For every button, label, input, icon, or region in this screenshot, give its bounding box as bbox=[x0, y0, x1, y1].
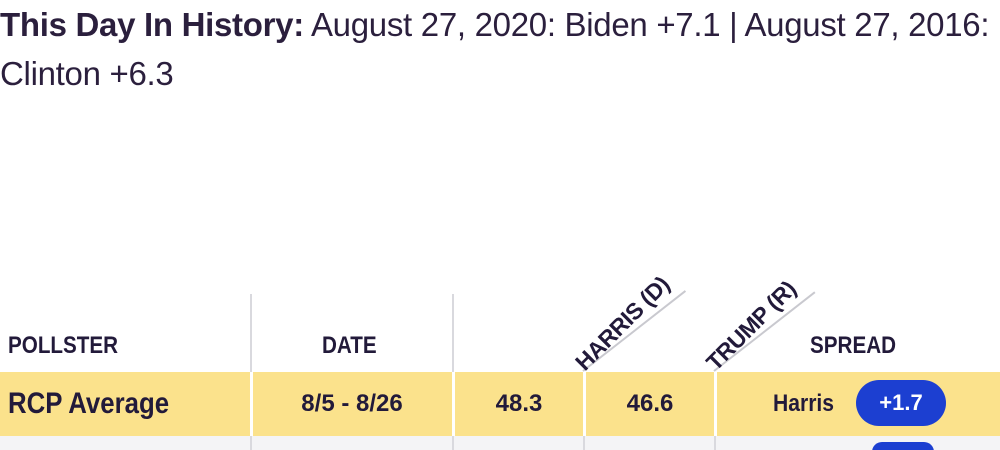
column-divider bbox=[250, 294, 252, 372]
row-cell-divider bbox=[583, 372, 586, 436]
table-row-rcp-average bbox=[0, 372, 1000, 436]
row-cell-divider bbox=[452, 436, 454, 450]
column-divider bbox=[452, 294, 454, 372]
table-row-next bbox=[0, 436, 1000, 450]
row-cell-divider bbox=[714, 372, 717, 436]
row-cell-divider bbox=[583, 436, 585, 450]
header-date[interactable]: DATE bbox=[322, 332, 377, 359]
spread-badge-partial bbox=[872, 442, 934, 450]
row-cell-divider bbox=[250, 372, 253, 436]
this-day-in-history: This Day In History: August 27, 2020: Bi… bbox=[0, 0, 990, 98]
row-spread-winner: Harris bbox=[773, 390, 835, 417]
row-cell-divider bbox=[714, 436, 716, 450]
row-cell-divider bbox=[452, 372, 455, 436]
row-harris-value: 48.3 bbox=[495, 390, 543, 417]
history-label: This Day In History: bbox=[0, 6, 304, 43]
header-pollster[interactable]: POLLSTER bbox=[8, 332, 119, 359]
header-spread[interactable]: SPREAD bbox=[810, 332, 897, 359]
row-trump-value: 46.6 bbox=[626, 390, 674, 417]
spread-badge: +1.7 bbox=[856, 380, 946, 426]
header-harris[interactable]: HARRIS (D) bbox=[570, 271, 675, 376]
header-trump[interactable]: TRUMP (R) bbox=[701, 275, 801, 376]
history-text: August 27, 2020: Biden +7.1 | August 27,… bbox=[0, 6, 990, 92]
row-cell-divider bbox=[250, 436, 252, 450]
row-pollster[interactable]: RCP Average bbox=[8, 387, 170, 420]
row-date: 8/5 - 8/26 bbox=[301, 390, 403, 417]
